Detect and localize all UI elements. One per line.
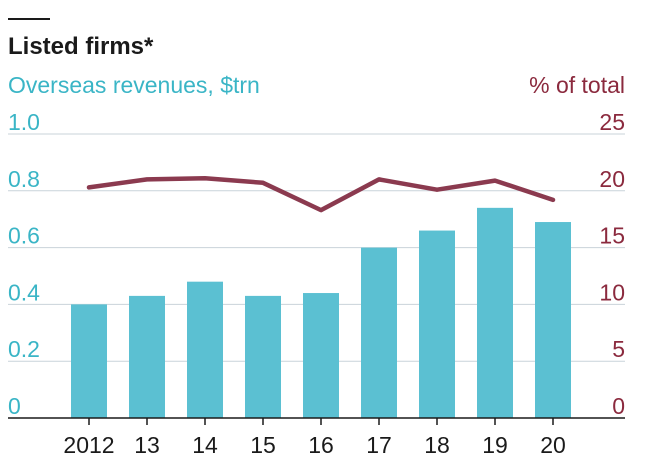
right-tick-label: 10	[599, 279, 625, 305]
left-tick-label: 0.2	[8, 336, 40, 362]
bar	[129, 295, 165, 418]
bar	[187, 281, 223, 418]
x-tick-label: 17	[366, 432, 392, 458]
bar	[419, 230, 455, 418]
x-tick-label: 15	[250, 432, 276, 458]
left-tick-label: 0.8	[8, 166, 40, 192]
x-tick-label: 14	[192, 432, 218, 458]
left-axis-ticks: 0 0.2 0.4 0.6 0.8 1.0	[8, 109, 40, 419]
left-tick-label: 1.0	[8, 109, 40, 135]
bar	[71, 304, 107, 418]
x-tick-label: 20	[540, 432, 566, 458]
right-tick-label: 20	[599, 166, 625, 192]
right-tick-label: 0	[612, 393, 625, 419]
bar	[303, 293, 339, 418]
x-tick-label: 13	[134, 432, 160, 458]
bar	[535, 222, 571, 418]
bar	[477, 207, 513, 418]
left-tick-label: 0	[8, 393, 21, 419]
right-axis-label: % of total	[529, 72, 625, 98]
percent-series-line	[86, 176, 556, 213]
x-tick-label: 16	[308, 432, 334, 458]
right-axis-ticks: 0 5 10 15 20 25	[599, 109, 625, 419]
bar	[245, 295, 281, 418]
percent-line	[86, 176, 556, 213]
x-axis: 2012 13 14 15 16 17 18 19 20	[8, 417, 625, 458]
right-tick-label: 5	[612, 336, 625, 362]
chart-title: Listed firms*	[8, 33, 154, 60]
bars	[71, 207, 571, 418]
left-tick-label: 0.6	[8, 223, 40, 249]
right-tick-label: 25	[599, 109, 625, 135]
bar	[361, 247, 397, 418]
right-tick-label: 15	[599, 223, 625, 249]
x-tick-label: 2012	[63, 432, 114, 458]
x-tick-label: 18	[424, 432, 450, 458]
x-tick-label: 19	[482, 432, 508, 458]
left-tick-label: 0.4	[8, 279, 40, 305]
left-axis-label: Overseas revenues, $trn	[8, 72, 260, 98]
